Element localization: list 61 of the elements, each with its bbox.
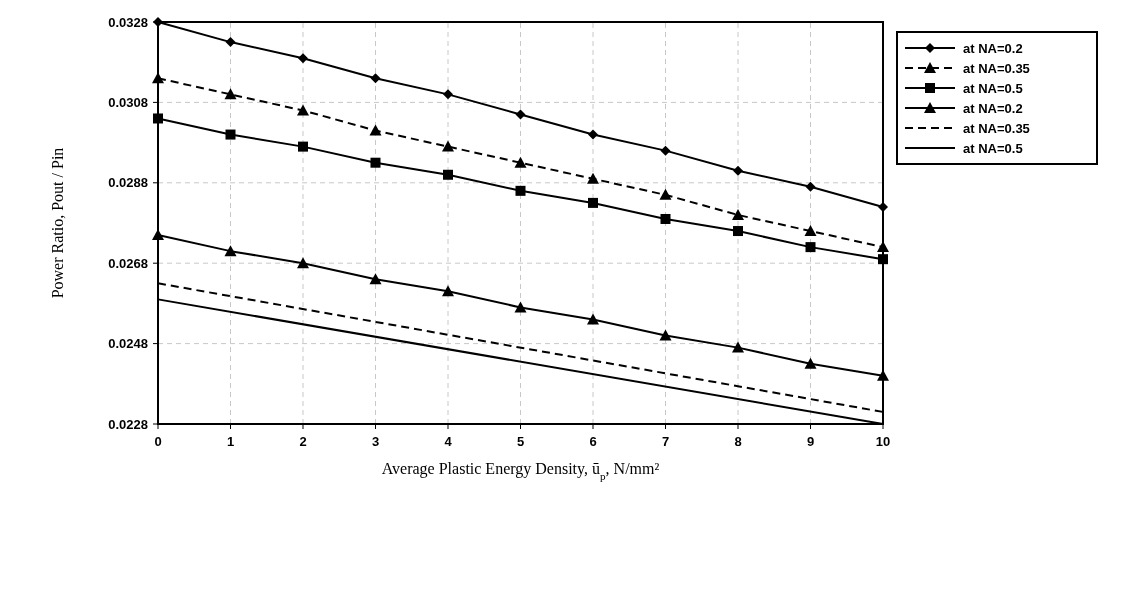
point: [443, 89, 453, 100]
x-tick-label: 7: [661, 434, 670, 449]
point: [442, 140, 454, 152]
y-tick-label: 0.0308: [108, 94, 148, 110]
point: [225, 37, 236, 48]
x-tick-label: 1: [226, 434, 235, 449]
x-tick-label: 5: [516, 434, 525, 449]
point: [298, 141, 308, 152]
point: [225, 129, 236, 140]
point: [224, 88, 237, 100]
legend-label: at NA=0.35: [963, 120, 1030, 136]
point: [733, 165, 743, 176]
point: [369, 273, 382, 285]
point: [804, 357, 817, 369]
x-tick-label: 2: [299, 434, 307, 449]
point: [805, 242, 816, 253]
y-axis-title: Power Ratio, Pout / Pin: [49, 147, 66, 299]
point: [732, 208, 744, 220]
x-tick-label: 6: [589, 434, 597, 449]
point: [515, 109, 526, 120]
point: [443, 169, 453, 180]
x-tick-label: 4: [444, 434, 453, 449]
x-tick-label: 8: [734, 434, 742, 449]
point: [297, 104, 309, 116]
x-tick-label: 10: [875, 434, 891, 449]
point: [587, 313, 599, 325]
point: [660, 145, 671, 156]
y-tick-label: 0.0268: [108, 255, 148, 271]
legend-label: at NA=0.35: [963, 60, 1030, 76]
legend-label: at NA=0.5: [963, 140, 1023, 156]
point: [514, 156, 527, 168]
point: [370, 73, 381, 84]
point: [805, 181, 816, 192]
point: [659, 188, 672, 200]
legend-label: at NA=0.5: [963, 80, 1023, 96]
legend-label: at NA=0.2: [963, 100, 1023, 116]
point: [588, 129, 598, 140]
point: [369, 124, 382, 136]
y-tick-label: 0.0248: [108, 336, 148, 352]
point: [588, 197, 598, 208]
legend-label: at NA=0.2: [963, 40, 1023, 56]
point: [370, 157, 381, 168]
y-tick-label: 0.0288: [108, 175, 148, 191]
point: [733, 226, 743, 237]
point: [224, 245, 237, 257]
x-tick-label: 9: [806, 434, 815, 449]
point: [659, 329, 672, 341]
point: [442, 285, 454, 297]
y-tick-label: 0.0328: [108, 14, 148, 30]
point: [804, 225, 817, 237]
point: [660, 213, 671, 224]
point: [514, 301, 527, 313]
x-tick-label: 3: [371, 434, 380, 449]
point: [515, 185, 526, 196]
point: [732, 341, 744, 353]
point: [587, 172, 599, 184]
point: [297, 257, 309, 269]
y-tick-label: 0.0228: [108, 416, 148, 432]
x-tick-label: 0: [154, 434, 162, 449]
x-axis-title: Average Plastic Energy Density, ū$_{p}$, N/mm²: [381, 460, 660, 482]
point: [298, 53, 308, 64]
